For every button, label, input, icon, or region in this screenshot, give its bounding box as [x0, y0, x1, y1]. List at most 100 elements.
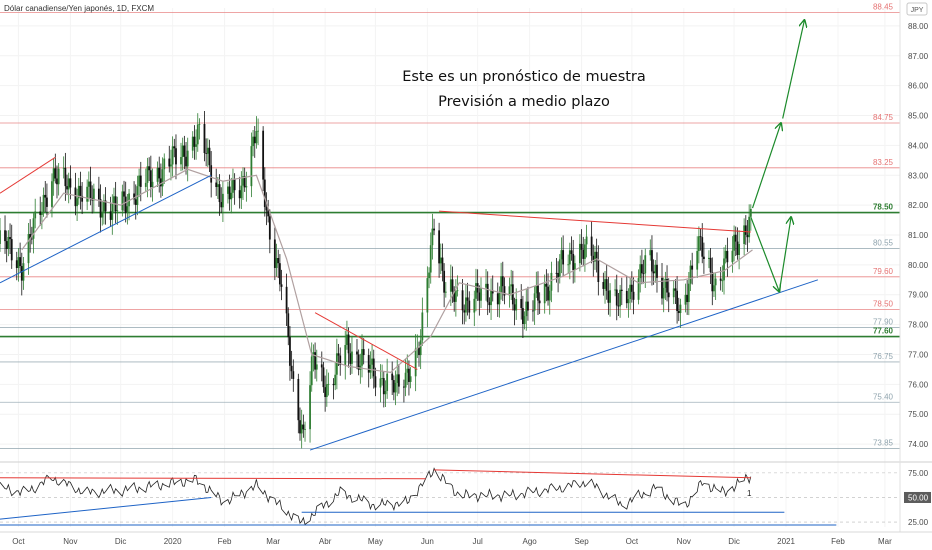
candle-body: [580, 243, 583, 250]
candle-body: [170, 164, 172, 167]
candle-body: [515, 298, 518, 311]
candle-body: [290, 365, 293, 372]
candle-body: [535, 285, 538, 294]
candle-body: [525, 301, 528, 317]
candle-body: [640, 264, 643, 274]
candle-body: [243, 176, 246, 188]
candle-body: [654, 264, 657, 274]
candle-body: [466, 297, 469, 301]
candle-body: [602, 282, 605, 289]
x-tick-label: Oct: [12, 537, 25, 546]
x-tick-label: 2020: [164, 537, 182, 546]
candle-body: [56, 178, 58, 185]
candle-body: [625, 290, 628, 304]
candle-body: [146, 166, 149, 183]
candle-body: [186, 150, 189, 167]
candle-body: [253, 136, 256, 144]
candle-body: [79, 185, 82, 196]
currency-badge[interactable]: JPY: [906, 2, 928, 16]
candle-body: [5, 241, 8, 250]
candle-body: [42, 194, 45, 213]
candle-body: [15, 260, 18, 268]
candle-body: [123, 191, 125, 197]
candle-body: [649, 250, 652, 256]
candle-body: [532, 310, 534, 312]
forecast-arrows: [750, 20, 805, 292]
candle-body: [691, 265, 694, 270]
candle-body: [421, 312, 424, 341]
y-tick-label: 86.00: [908, 82, 929, 91]
candle-body: [210, 165, 213, 183]
candle-body: [158, 167, 161, 179]
candle-body: [175, 148, 177, 165]
x-tick-label: 2021: [777, 537, 795, 546]
candle-body: [87, 181, 90, 187]
candle-body: [86, 186, 89, 202]
candle-body: [374, 376, 377, 388]
candle-body: [498, 292, 501, 305]
candle-body: [193, 136, 196, 147]
candle-body: [151, 181, 154, 188]
forecast-target-arrow: [782, 20, 805, 119]
x-tick-label: Dic: [728, 537, 740, 546]
candle-body: [126, 206, 129, 213]
candle-body: [597, 259, 600, 283]
candle-body: [64, 167, 67, 187]
candle-body: [351, 351, 353, 364]
candle-body: [320, 364, 323, 368]
candle-body: [250, 146, 253, 187]
candle-body: [485, 283, 487, 288]
y-tick-label: 81.00: [908, 231, 929, 240]
forecast-target-arrow: [751, 123, 781, 209]
candle-body: [62, 167, 65, 169]
candle-body: [617, 305, 620, 307]
candle-body: [480, 287, 482, 301]
candle-body: [403, 386, 405, 388]
candle-body: [632, 291, 635, 300]
y-tick-label: 83.00: [908, 171, 929, 180]
candle-body: [20, 266, 23, 281]
candle-body: [242, 176, 244, 186]
candle-body: [585, 236, 588, 245]
candle-body: [475, 283, 477, 299]
candle-body: [382, 378, 385, 395]
candle-body: [614, 289, 616, 291]
candle-body: [605, 279, 608, 291]
candle-body: [478, 292, 481, 301]
candle-body: [257, 130, 260, 132]
candle-body: [315, 364, 318, 370]
candle-body: [592, 255, 595, 262]
y-tick-label: 82.00: [908, 201, 929, 210]
candle-body: [615, 289, 618, 306]
candle-body: [630, 284, 633, 292]
candle-body: [99, 199, 102, 218]
candle-body: [332, 383, 335, 386]
x-tick-label: Nov: [63, 537, 77, 546]
candle-body: [124, 196, 127, 213]
candle-body: [265, 207, 268, 211]
candle-body: [138, 175, 141, 187]
candle-body: [245, 186, 248, 188]
level-label: 75.40: [873, 392, 894, 401]
candle-body: [620, 289, 623, 291]
grid: [0, 8, 900, 527]
candle-body: [639, 264, 642, 279]
currency-badge-label: JPY: [911, 7, 924, 14]
candle-body: [372, 358, 375, 377]
candle-body: [594, 251, 596, 262]
candle-body: [346, 334, 348, 345]
y-tick-label: 76.00: [908, 380, 929, 389]
candle-body: [203, 124, 206, 154]
candle-body: [334, 374, 337, 386]
candle-body: [674, 288, 677, 291]
candle-body: [384, 391, 387, 395]
candle-body: [208, 147, 211, 166]
chart-title: Dólar canadiense/Yen japonés, 1D, FXCM: [4, 4, 154, 13]
candle-body: [29, 234, 32, 239]
candle-body: [267, 210, 270, 217]
candle-body: [708, 257, 710, 259]
candle-body: [496, 293, 499, 305]
candle-body: [557, 272, 560, 278]
